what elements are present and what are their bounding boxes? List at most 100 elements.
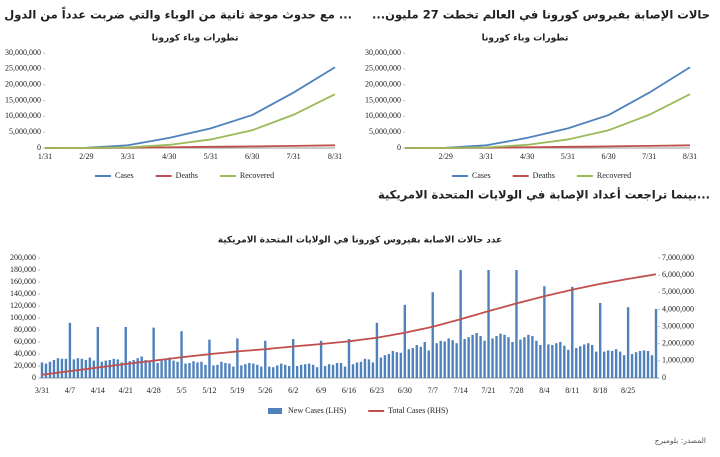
chart-title: تطورات وباء كورونا [482,34,569,44]
bar [527,334,530,378]
x-tick-label: 5/5 [176,386,186,395]
y-tick-label: 10,000,000 [365,111,401,120]
line [41,273,657,376]
x-tick-label: 5/26 [258,386,272,395]
bar [140,356,143,378]
bar [563,345,566,378]
bar [132,360,135,378]
bar [208,339,211,378]
source: المصدر: بلومبرج [655,436,706,445]
bar [551,345,554,378]
y-tick-label: 7,000,000 [662,253,694,262]
bar [315,367,319,378]
bar [148,361,151,378]
bar [391,351,395,378]
bar [108,360,111,378]
bar [120,362,123,378]
y-tick-label: 0 [32,373,36,382]
bar [415,345,418,378]
y-tick-label: 10,000,000 [5,111,41,120]
bar [307,363,311,378]
bar [455,343,458,378]
bar [451,340,454,378]
bar [575,348,578,378]
legend-label: Recovered [240,171,274,180]
bar [499,333,502,378]
bar [76,358,80,378]
bar [419,346,422,378]
bar [519,339,522,378]
bar [467,337,470,378]
bar [459,270,462,378]
bar [60,358,64,378]
x-tick-label: 8/11 [565,386,579,395]
bar [284,364,287,378]
bar [602,351,606,378]
bar [244,364,247,378]
bar [112,358,115,378]
x-tick-label: 3/31 [35,386,49,395]
bar [626,307,630,378]
x-tick-label: 4/7 [65,386,75,395]
bar [555,343,558,378]
x-tick-label: 7/7 [428,386,438,395]
bar [351,364,355,378]
bar [176,361,179,378]
bar [423,342,426,378]
bar [650,355,654,378]
bar [375,322,379,378]
bar [64,358,68,378]
bar [56,358,60,378]
bar [156,363,159,378]
bar [72,359,76,378]
bar [543,286,546,378]
y-tick-label: 3,000,000 [662,321,694,330]
bar [411,348,414,378]
bar [598,303,602,378]
bar [160,360,163,378]
bar [571,286,574,378]
y-tick-label: 160,000 [10,277,36,286]
y-tick-label: 20,000 [14,361,36,370]
bar [128,361,131,378]
bar [483,340,486,378]
y-tick-label: 25,000,000 [5,64,41,73]
bar [276,365,279,378]
bar [100,361,103,378]
bar [559,342,562,378]
x-tick-label: 4/28 [147,386,161,395]
bar [614,349,618,378]
y-tick-label: 0 [397,143,401,152]
bar [447,338,450,378]
bar [339,363,343,378]
bar [252,363,255,378]
x-tick-label: 7/31 [286,152,300,161]
x-tick-label: 4/30 [520,152,534,161]
bar [407,349,411,378]
bar [475,333,478,378]
bar [212,365,215,378]
bar [92,360,96,378]
bar [220,361,223,378]
bar [622,355,626,378]
bar [343,366,347,378]
y-tick-label: 40,000 [14,349,36,358]
bar [40,362,44,378]
x-tick-label: 1/31 [38,152,52,161]
y-tick-label: 80,000 [14,325,36,334]
x-tick-label: 7/14 [454,386,468,395]
bar [439,340,442,378]
bar [471,334,474,378]
bar [503,334,506,378]
bar [280,363,283,378]
bar [240,365,243,378]
bar [323,366,327,378]
bar [268,366,271,378]
x-tick-label: 8/25 [621,386,635,395]
bar [295,366,299,378]
line [44,93,336,149]
bar [371,362,375,378]
bar [52,360,56,378]
legend-label: Deaths [533,171,555,180]
bar [567,349,570,378]
